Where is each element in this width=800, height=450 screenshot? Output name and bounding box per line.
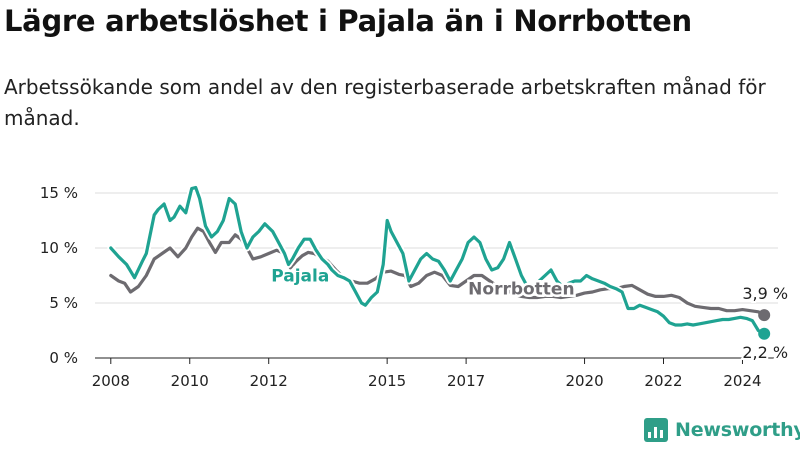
y-tick-label: 0 % [49, 349, 78, 367]
chart-title: Lägre arbetslöshet i Pajala än i Norrbot… [4, 4, 692, 38]
brand-name: Newsworthy [675, 419, 800, 441]
x-tick-label: 2022 [644, 372, 682, 390]
series-label-pajala: Pajala [271, 267, 329, 287]
x-tick-label: 2012 [250, 372, 288, 390]
series-line-norrbotten [109, 226, 766, 317]
end-point-pajala [758, 327, 771, 340]
chart-subtitle: Arbetssökande som andel av den registerb… [4, 75, 766, 130]
y-tick-label: 10 % [40, 239, 78, 257]
end-value-label-pajala: 2,2 % [742, 343, 788, 362]
x-tick-label: 2010 [171, 372, 209, 390]
y-tick-label: 15 % [40, 184, 78, 202]
x-tick-label: 2020 [565, 372, 603, 390]
x-tick-label: 2024 [723, 372, 761, 390]
end-point-norrbotten [758, 309, 771, 322]
end-value-label-norrbotten: 3,9 % [742, 284, 788, 303]
x-tick-label: 2017 [447, 372, 485, 390]
x-tick-label: 2008 [92, 372, 130, 390]
newsworthy-logo: Newsworthy [644, 418, 800, 442]
x-tick-label: 2015 [368, 372, 406, 390]
series-label-norrbotten: Norrbotten [468, 280, 574, 300]
series-line-pajala [109, 185, 766, 336]
y-tick-label: 5 % [49, 294, 78, 312]
bar-chart-icon [644, 418, 668, 442]
